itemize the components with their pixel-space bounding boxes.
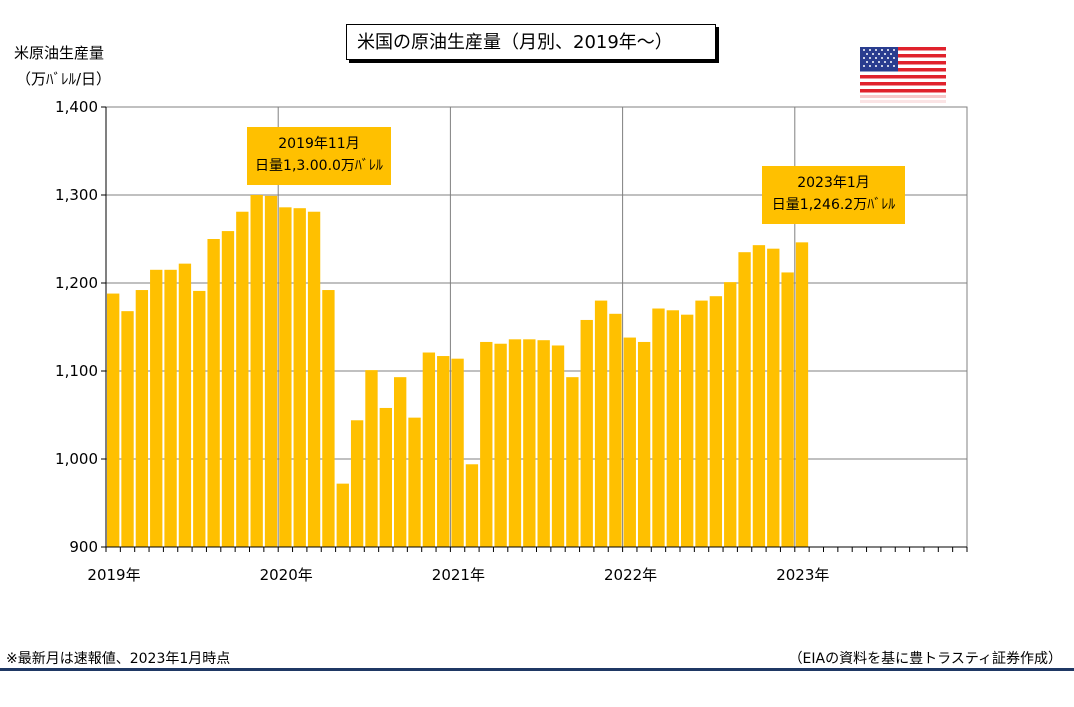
bar [551, 345, 565, 547]
bar [681, 314, 694, 547]
bar [465, 464, 479, 547]
y-axis-unit: （万ﾊﾞﾚﾙ/日） [16, 70, 112, 88]
footer-source: （EIAの資料を基に豊トラスティ証券作成） [788, 651, 1062, 667]
bar [193, 290, 206, 547]
bar [107, 293, 120, 547]
annotation-peak-value: 日量1,3.00.0万ﾊﾞﾚﾙ [255, 158, 383, 174]
chart-title: 米国の原油生産量（月別、2019年～） [346, 24, 716, 60]
bar [350, 420, 364, 547]
bar [594, 300, 608, 547]
bar [322, 290, 335, 547]
bar [752, 245, 766, 547]
bar [135, 290, 149, 547]
y-tick-label: 1,100 [55, 362, 98, 380]
bar [709, 296, 723, 547]
bar [207, 239, 220, 547]
bar [695, 300, 708, 547]
bar [494, 343, 507, 547]
bar [795, 242, 809, 547]
bar [221, 231, 235, 547]
bar [523, 339, 536, 547]
bar [178, 263, 192, 547]
y-tick-label: 900 [69, 538, 98, 556]
annotation-latest-value: 日量1,246.2万ﾊﾞﾚﾙ [771, 197, 896, 213]
bar [279, 207, 292, 547]
bar [164, 269, 177, 547]
bar [437, 356, 450, 547]
bar [264, 195, 278, 547]
bar [394, 377, 407, 547]
bar [666, 310, 679, 547]
bar [767, 248, 780, 547]
bar [781, 272, 794, 547]
bar [150, 269, 163, 547]
bar [336, 483, 349, 547]
bar [293, 208, 306, 547]
y-tick-label: 1,400 [55, 98, 98, 116]
x-tick-label: 2021年 [432, 566, 485, 584]
x-tick-label: 2023年 [776, 566, 829, 584]
y-tick-label: 1,200 [55, 274, 98, 292]
x-tick-label: 2019年 [87, 566, 140, 584]
bar [580, 319, 593, 547]
bar [724, 282, 737, 547]
bar [307, 211, 321, 547]
bar [508, 339, 522, 547]
bar [365, 370, 378, 547]
bar [121, 311, 134, 547]
bar [236, 211, 249, 547]
y-axis-label: 米原油生産量 [14, 44, 105, 62]
bar [623, 337, 636, 547]
footer-divider [0, 668, 1074, 671]
bar [637, 341, 651, 547]
bar [408, 417, 421, 547]
bar [451, 358, 464, 547]
annotation-latest-2023: 2023年1月 日量1,246.2万ﾊﾞﾚﾙ [762, 166, 905, 224]
annotation-latest-date: 2023年1月 [797, 175, 870, 191]
bar [566, 377, 579, 547]
bar [422, 352, 436, 547]
bar [379, 407, 392, 547]
annotation-peak-date: 2019年11月 [278, 136, 360, 152]
footer-note: ※最新月は速報値、2023年1月時点 [6, 651, 231, 667]
bar [609, 313, 622, 547]
x-tick-label: 2022年 [604, 566, 657, 584]
bar [738, 252, 751, 547]
y-tick-label: 1,000 [55, 450, 98, 468]
annotation-peak-2019: 2019年11月 日量1,3.00.0万ﾊﾞﾚﾙ [247, 127, 391, 185]
y-tick-label: 1,300 [55, 186, 98, 204]
bar [537, 340, 550, 547]
bar [480, 341, 493, 547]
bar [250, 195, 263, 547]
bar [652, 308, 665, 547]
x-tick-label: 2020年 [260, 566, 313, 584]
us-flag-icon [860, 47, 946, 103]
